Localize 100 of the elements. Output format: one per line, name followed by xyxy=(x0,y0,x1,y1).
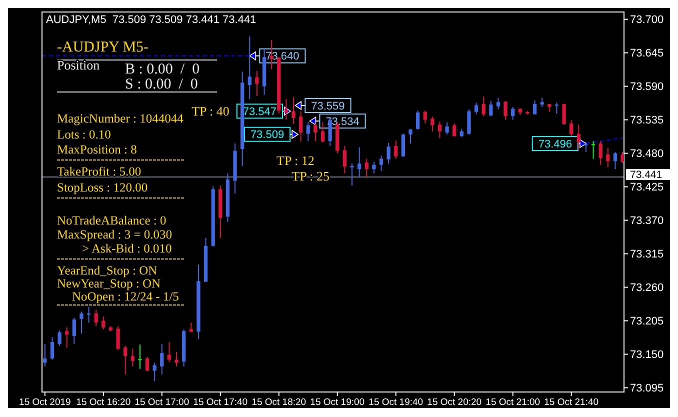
candlestick xyxy=(364,158,368,178)
annotation: StopLoss : 120.00 xyxy=(57,180,148,194)
candlestick xyxy=(401,133,406,158)
x-tick-label: 15 Oct 20:20 xyxy=(427,397,482,408)
candlestick xyxy=(554,102,559,114)
candlestick xyxy=(496,97,500,110)
annotation: MaxSpread : 3 = 0.030 xyxy=(57,227,172,242)
y-tick-label: 73.480 xyxy=(630,148,664,160)
candlestick xyxy=(613,152,618,170)
candlestick xyxy=(606,147,610,168)
annotation: B : 0.00 / 0 xyxy=(125,61,200,78)
x-tick-label: 15 Oct 21:40 xyxy=(544,397,599,408)
annotation: NoOpen : 12/24 - 1/5 xyxy=(72,289,179,304)
annotation: TP : 12 xyxy=(276,153,314,168)
x-tick-label: 15 Oct 16:20 xyxy=(76,397,131,408)
annotation: > Ask-Bid : 0.010 xyxy=(82,241,172,256)
y-tick-label: 73.370 xyxy=(630,215,664,228)
x-tick-label: 15 Oct 19:40 xyxy=(368,397,424,408)
y-tick-label: 73.590 xyxy=(630,81,664,94)
candlestick xyxy=(255,70,259,97)
x-tick-label: 15 Oct 2019 xyxy=(19,397,71,408)
candlestick xyxy=(482,96,486,117)
annotation: 73.559 xyxy=(311,100,345,112)
annotation: MaxPosition : 8 xyxy=(57,142,137,156)
candlestick xyxy=(43,343,47,367)
y-tick-label: 73.315 xyxy=(630,248,664,261)
x-tick-label: 15 Oct 17:40 xyxy=(193,397,248,408)
annotation: -AUDJPY M5- xyxy=(57,39,149,56)
candlestick xyxy=(416,110,420,130)
candlestick xyxy=(532,100,537,115)
candlestick xyxy=(152,362,156,382)
candlestick xyxy=(130,348,134,367)
ref-line-label: 73.441 xyxy=(630,169,662,182)
candlestick xyxy=(379,155,384,172)
y-tick-label: 73.150 xyxy=(630,349,664,362)
candlestick xyxy=(342,145,347,174)
candlestick xyxy=(372,161,376,174)
candlestick xyxy=(306,122,310,142)
candlestick xyxy=(72,317,76,344)
candlestick xyxy=(50,336,54,360)
candlestick xyxy=(292,96,296,125)
candlestick xyxy=(408,128,412,144)
candlestick xyxy=(116,326,120,350)
candlestick xyxy=(65,326,69,348)
candlestick xyxy=(438,121,442,139)
candlestick xyxy=(320,122,325,142)
annotation: TP : 40 xyxy=(192,104,230,119)
candlestick xyxy=(540,97,544,108)
candlestick xyxy=(445,122,449,135)
candlestick xyxy=(138,344,142,370)
x-tick-label: 15 Oct 17:00 xyxy=(134,397,190,408)
x-tick-label: 15 Oct 18:20 xyxy=(252,397,306,408)
y-tick-label: 73.095 xyxy=(630,382,664,395)
candlestick xyxy=(591,140,596,160)
annotation: Position xyxy=(57,58,100,73)
candlestick xyxy=(511,106,515,120)
candlestick xyxy=(174,351,178,367)
candlestick xyxy=(102,316,106,330)
candlestick xyxy=(430,116,434,132)
annotation: YearEnd_Stop : ON xyxy=(57,263,158,278)
candlestick xyxy=(570,119,574,137)
annotation: S : 0.00 / 0 xyxy=(125,76,198,92)
candlestick xyxy=(299,110,303,142)
candlestick xyxy=(350,163,354,186)
candlestick xyxy=(145,356,150,372)
candlestick xyxy=(58,330,62,346)
chart-title: AUDJPY,M5 73.509 73.509 73.441 73.441 xyxy=(46,14,256,26)
y-tick-label: 73.205 xyxy=(630,316,664,328)
annotation: 73.496 xyxy=(538,138,572,150)
annotation: TakeProfit : 5.00 xyxy=(57,164,142,178)
candlestick xyxy=(357,146,362,178)
annotation: NoTradeABalance : 0 xyxy=(57,213,166,228)
candlestick xyxy=(248,36,252,100)
y-tick-label: 73.645 xyxy=(630,48,664,60)
x-tick-label: 15 Oct 19:00 xyxy=(310,397,365,408)
annotation: 73.547 xyxy=(242,106,277,118)
y-tick-label: 73.535 xyxy=(630,114,664,127)
candlestick xyxy=(124,345,128,375)
y-tick-label: 73.260 xyxy=(630,282,664,294)
candlestick xyxy=(584,141,588,153)
candlestick xyxy=(160,343,164,375)
candlestick xyxy=(504,101,508,120)
candlestick xyxy=(452,122,456,137)
candlestick xyxy=(474,102,478,115)
annotation: Lots : 0.10 xyxy=(57,127,111,142)
candlestick xyxy=(598,140,602,166)
annotation: MagicNumber : 1044044 xyxy=(57,111,184,126)
candlestick xyxy=(467,108,471,135)
candlestick xyxy=(489,100,493,117)
candlestick xyxy=(94,309,98,327)
candlestick xyxy=(562,103,566,126)
y-tick-label: 73.700 xyxy=(630,14,664,26)
y-tick-label: 73.425 xyxy=(630,182,664,194)
annotation: NewYear_Stop : ON xyxy=(57,276,161,290)
candlestick xyxy=(80,311,84,334)
x-tick-label: 15 Oct 21:00 xyxy=(486,397,540,408)
candlestick xyxy=(386,142,390,164)
annotation: 73.509 xyxy=(250,129,284,142)
candlestick xyxy=(423,110,427,124)
candlestick xyxy=(394,140,398,160)
